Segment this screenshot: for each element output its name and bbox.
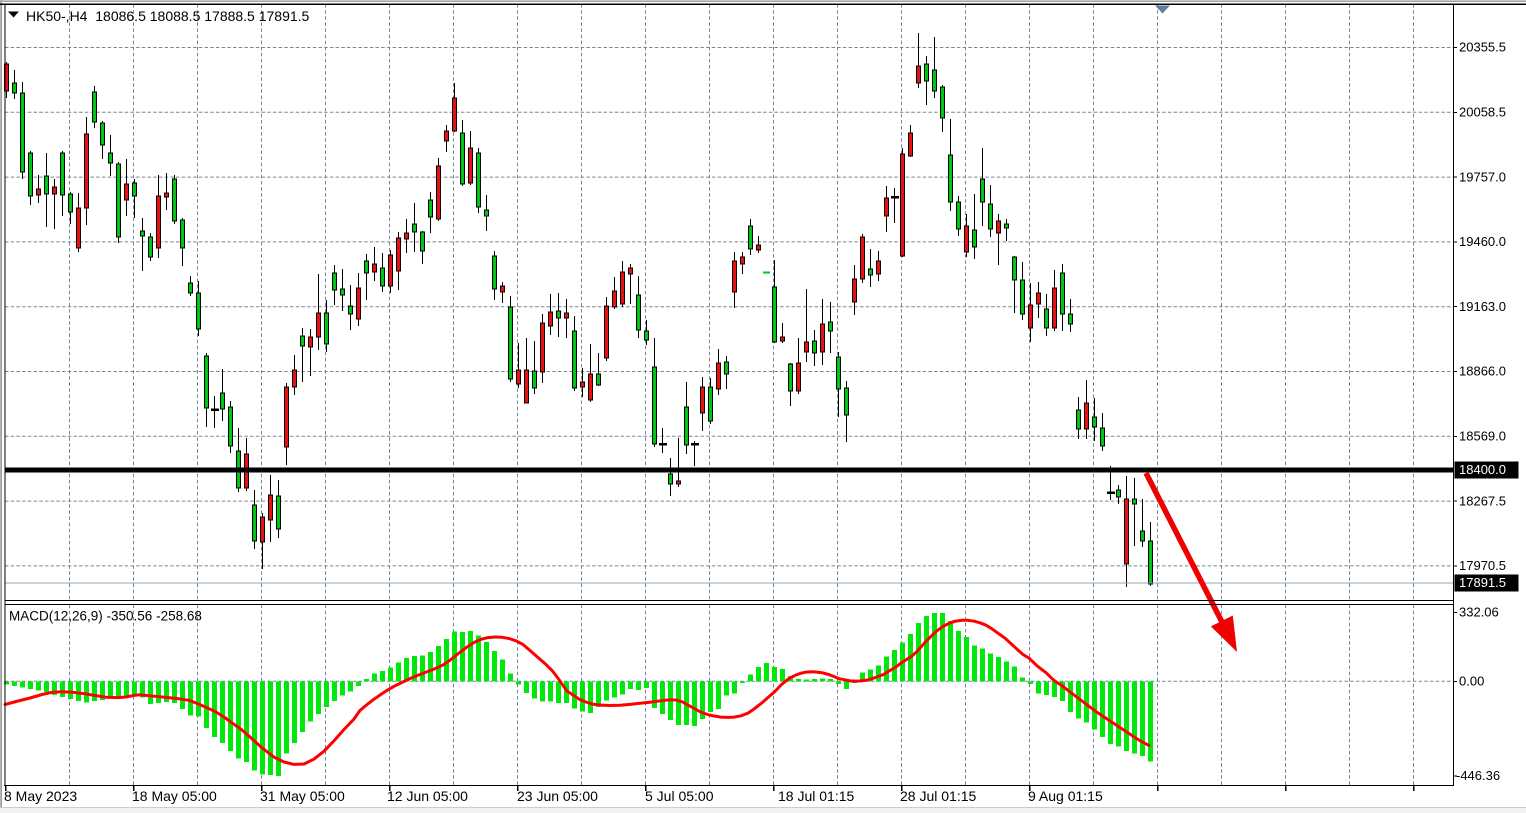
svg-text:18 Jul 01:15: 18 Jul 01:15 — [778, 788, 854, 804]
svg-text:12 Jun 05:00: 12 Jun 05:00 — [387, 788, 468, 804]
svg-text:20355.5: 20355.5 — [1459, 40, 1506, 55]
svg-text:18569.0: 18569.0 — [1459, 429, 1506, 444]
svg-text:19460.0: 19460.0 — [1459, 234, 1506, 249]
svg-text:17970.5: 17970.5 — [1459, 558, 1506, 573]
svg-text:0.00: 0.00 — [1459, 674, 1484, 689]
svg-text:9 Aug 01:15: 9 Aug 01:15 — [1028, 788, 1103, 804]
svg-text:20058.5: 20058.5 — [1459, 105, 1506, 120]
svg-text:23 Jun 05:00: 23 Jun 05:00 — [517, 788, 598, 804]
svg-text:HK50-,H4 18086.5 18088.5 1788: HK50-,H4 18086.5 18088.5 17888.5 17891.5 — [26, 8, 310, 24]
svg-text:-446.36: -446.36 — [1456, 768, 1500, 783]
svg-text:18866.0: 18866.0 — [1459, 364, 1506, 379]
svg-text:28 Jul 01:15: 28 Jul 01:15 — [900, 788, 976, 804]
svg-text:5 Jul 05:00: 5 Jul 05:00 — [645, 788, 714, 804]
svg-text:18 May 05:00: 18 May 05:00 — [132, 788, 217, 804]
svg-text:19757.0: 19757.0 — [1459, 169, 1506, 184]
svg-text:MACD(12,26,9) -350.56 -258.68: MACD(12,26,9) -350.56 -258.68 — [9, 609, 202, 624]
svg-text:18400.0: 18400.0 — [1459, 462, 1506, 477]
svg-text:19163.0: 19163.0 — [1459, 299, 1506, 314]
svg-text:18267.5: 18267.5 — [1459, 493, 1506, 508]
svg-text:8 May 2023: 8 May 2023 — [4, 788, 77, 804]
svg-text:17891.5: 17891.5 — [1459, 575, 1506, 590]
svg-text:332.06: 332.06 — [1459, 605, 1499, 620]
svg-text:31 May 05:00: 31 May 05:00 — [260, 788, 345, 804]
